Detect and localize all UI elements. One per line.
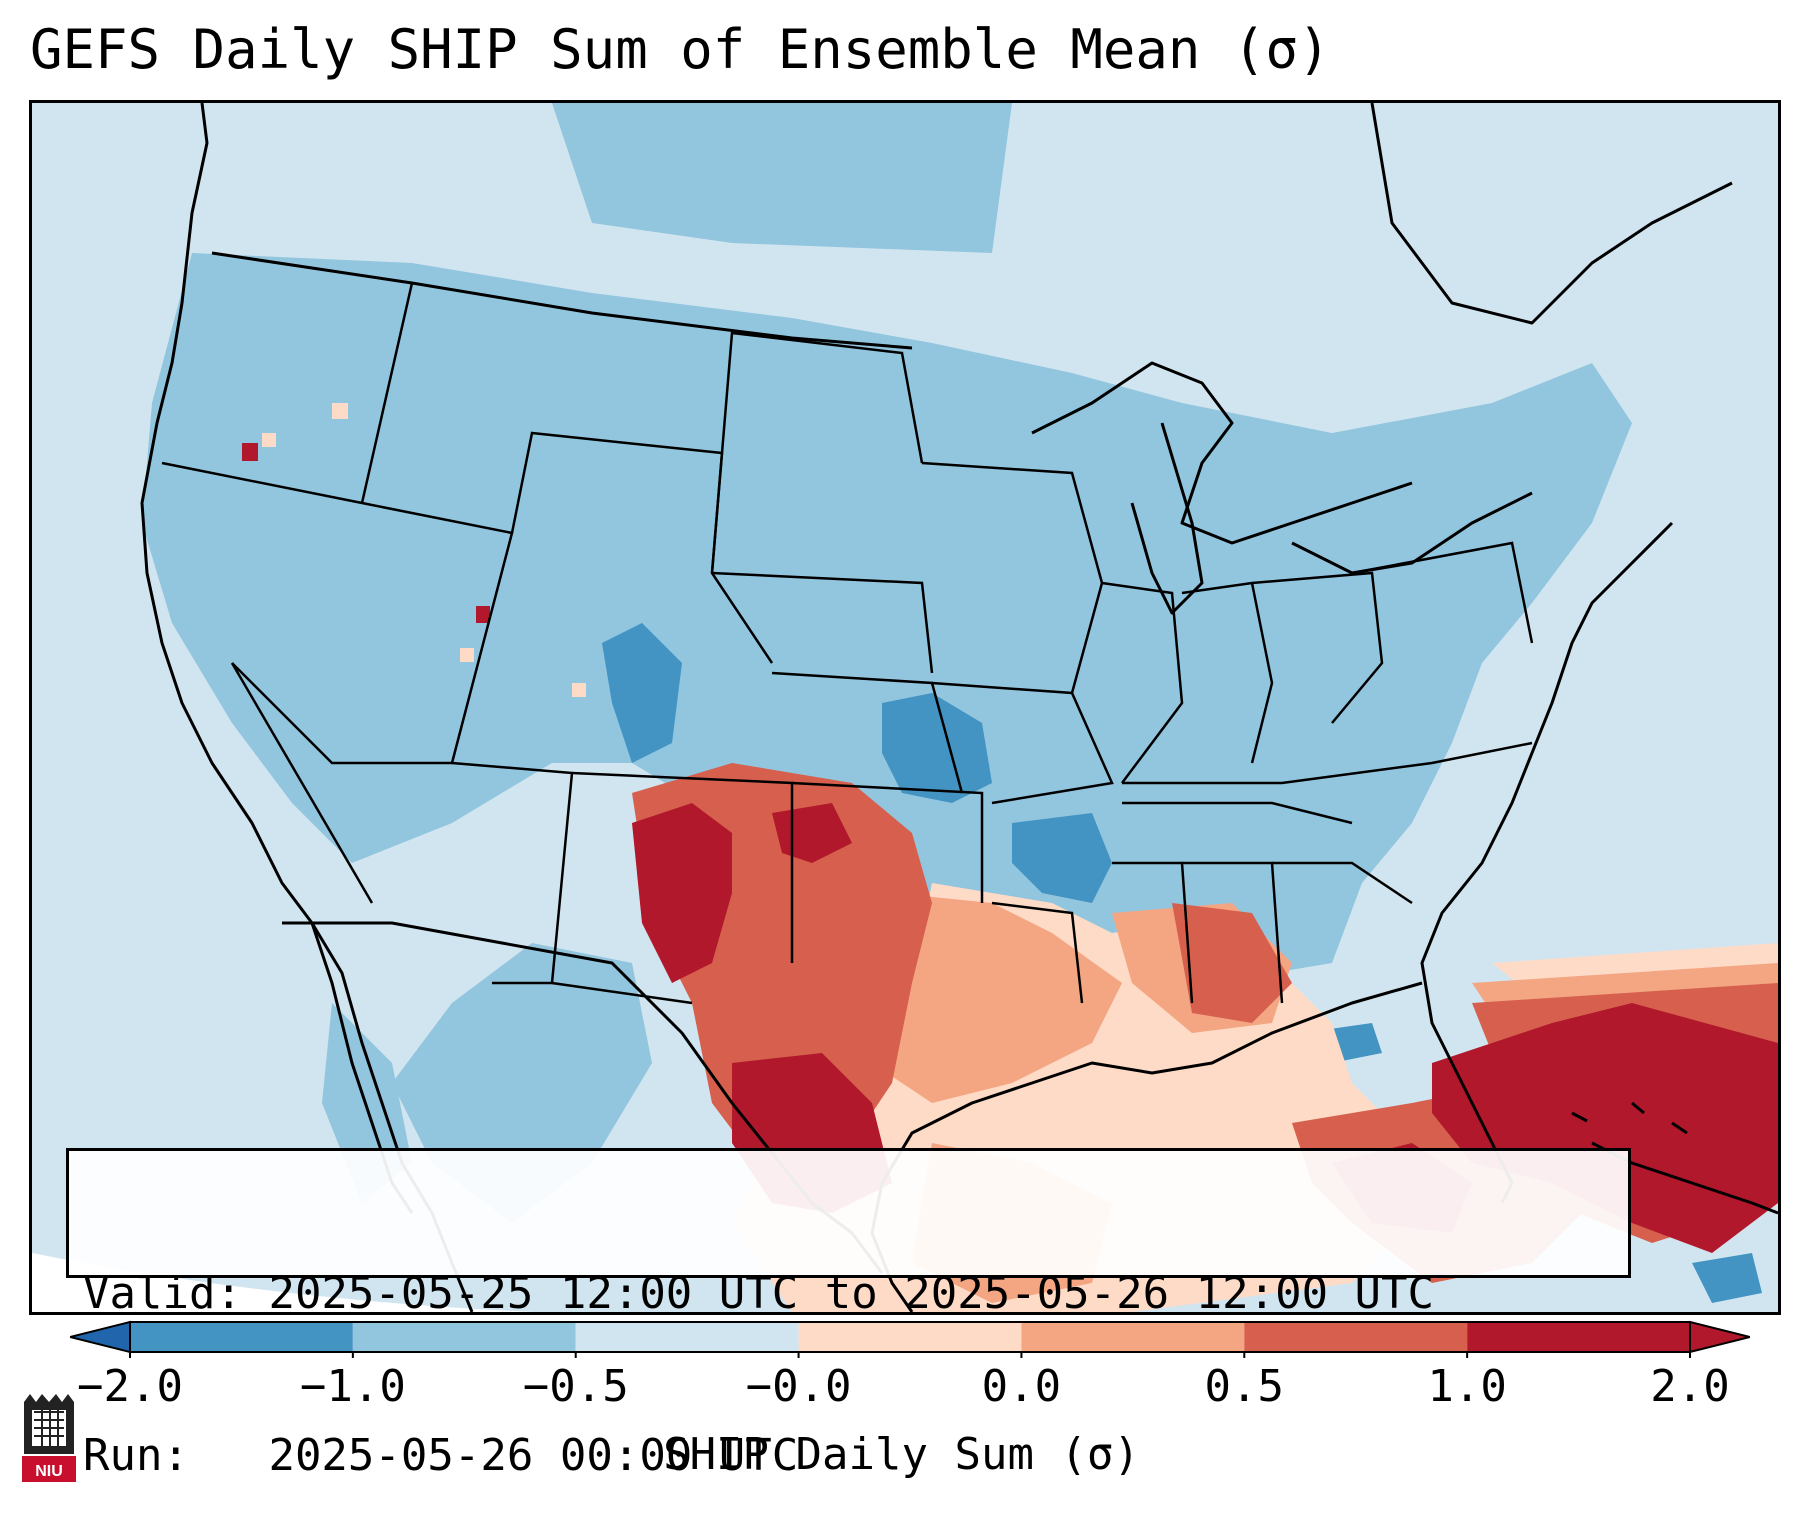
map-title: GEFS Daily SHIP Sum of Ensemble Mean (σ) xyxy=(30,18,1331,81)
colorbar-bin xyxy=(1021,1322,1245,1352)
colorbar-tick-label: −1.0 xyxy=(299,1361,406,1412)
valid-row: Valid: 2025-05-25 12:00 UTC to 2025-05-2… xyxy=(83,1267,1614,1321)
field-negative-patches xyxy=(602,623,1762,1303)
colorbar-bin xyxy=(575,1322,799,1352)
valid-value: 2025-05-25 12:00 UTC to 2025-05-26 12:00… xyxy=(268,1268,1435,1319)
niu-logo: NIU xyxy=(22,1394,76,1482)
valid-label: Valid: xyxy=(83,1268,242,1319)
colorbar-tick-label: 0.5 xyxy=(1204,1361,1285,1412)
colorbar-tick-label: 2.0 xyxy=(1650,1361,1730,1412)
field-speckles xyxy=(262,403,586,697)
colorbar-label: SHIP Daily Sum (σ) xyxy=(663,1429,1140,1480)
colorbar-extend-low xyxy=(70,1320,131,1354)
colorbar-bin xyxy=(1467,1322,1690,1352)
run-label: Run: xyxy=(83,1430,189,1481)
ship-anomaly-map xyxy=(32,103,1778,1312)
colorbar-extend-high xyxy=(1689,1320,1750,1354)
colorbar-bin xyxy=(130,1322,353,1352)
run-row: Run: 2025-05-26 00:00 UTC xyxy=(83,1429,1614,1483)
projection-edge xyxy=(32,1253,932,1312)
info-box: Valid: 2025-05-25 12:00 UTC to 2025-05-2… xyxy=(66,1148,1631,1481)
colorbar-bin xyxy=(1244,1322,1468,1352)
colorbar-tick-label: −2.0 xyxy=(77,1361,183,1412)
state-borders xyxy=(161,282,1534,1005)
colorbar-bin xyxy=(352,1322,576,1352)
colorbar-outline xyxy=(129,1321,1691,1353)
colorbar-tick-label: 0.0 xyxy=(981,1361,1062,1412)
colorbar xyxy=(70,1320,1750,1358)
svg-text:NIU: NIU xyxy=(35,1463,63,1480)
map-panel xyxy=(29,100,1781,1315)
colorbar-tick-label: 1.0 xyxy=(1427,1361,1507,1412)
colorbar-tick-label: −0.5 xyxy=(522,1361,629,1412)
run-value: 2025-05-26 00:00 UTC xyxy=(268,1430,799,1481)
colorbar-bin xyxy=(798,1322,1022,1352)
colorbar-tick-label: −0.0 xyxy=(745,1361,852,1412)
